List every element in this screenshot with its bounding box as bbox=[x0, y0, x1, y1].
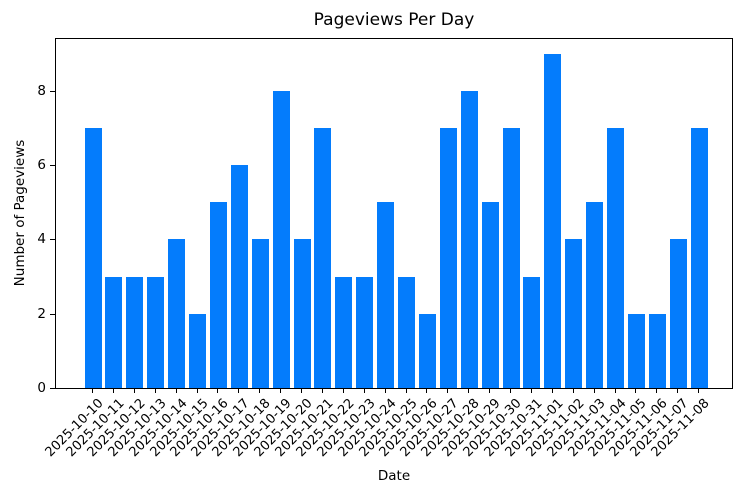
bar-2025-10-15 bbox=[189, 314, 206, 388]
bar-2025-11-05 bbox=[627, 314, 645, 388]
bar-2025-11-08 bbox=[690, 128, 708, 388]
bar-2025-10-24 bbox=[377, 202, 395, 388]
x-tick-mark bbox=[572, 389, 574, 393]
y-tick-label-8: 8 bbox=[37, 82, 46, 99]
bar-2025-10-13 bbox=[147, 277, 165, 388]
bar-2025-10-28 bbox=[460, 91, 478, 388]
x-tick-mark bbox=[280, 389, 282, 393]
x-tick-mark bbox=[593, 389, 595, 393]
chart-title: Pageviews Per Day bbox=[313, 10, 475, 30]
x-tick-mark bbox=[259, 389, 261, 393]
bar-2025-10-29 bbox=[481, 202, 499, 388]
y-tick-mark bbox=[50, 239, 55, 241]
x-tick-mark bbox=[321, 389, 323, 393]
bar-2025-11-04 bbox=[607, 128, 624, 388]
bar-2025-10-12 bbox=[126, 277, 144, 388]
x-tick-mark bbox=[510, 389, 511, 393]
bar-2025-11-06 bbox=[648, 314, 666, 388]
x-tick-mark bbox=[92, 389, 93, 393]
x-tick-mark bbox=[342, 389, 344, 393]
x-tick-mark bbox=[196, 389, 198, 393]
y-tick-label-2: 2 bbox=[37, 305, 46, 322]
y-tick-mark bbox=[50, 388, 55, 389]
x-tick-mark bbox=[217, 389, 219, 393]
x-tick-mark bbox=[489, 389, 491, 393]
bar-2025-10-27 bbox=[439, 128, 457, 388]
x-tick-mark bbox=[468, 389, 470, 393]
x-tick-mark bbox=[551, 389, 553, 393]
bar-2025-11-03 bbox=[586, 202, 604, 388]
bar-2025-10-14 bbox=[168, 239, 186, 388]
bar-2025-10-30 bbox=[502, 128, 520, 388]
bar-2025-10-22 bbox=[335, 277, 353, 388]
bar-2025-10-17 bbox=[230, 165, 248, 388]
bar-2025-10-23 bbox=[356, 277, 374, 388]
bar-2025-10-11 bbox=[105, 277, 123, 388]
x-tick-mark bbox=[614, 389, 616, 393]
x-tick-mark bbox=[112, 389, 114, 393]
x-tick-mark bbox=[238, 389, 240, 393]
x-tick-mark bbox=[363, 389, 365, 393]
plot-area bbox=[55, 38, 733, 389]
bar-2025-10-16 bbox=[209, 202, 227, 388]
x-tick-mark bbox=[656, 389, 658, 393]
x-tick-mark bbox=[301, 389, 302, 393]
y-axis-label: Number of Pageviews bbox=[12, 139, 28, 287]
bar-2025-10-20 bbox=[293, 239, 311, 388]
x-tick-mark bbox=[530, 389, 532, 393]
x-tick-mark bbox=[384, 389, 386, 393]
bar-2025-11-07 bbox=[669, 239, 687, 388]
bar-2025-10-21 bbox=[314, 128, 332, 388]
bar-2025-10-18 bbox=[251, 239, 269, 388]
bar-2025-11-02 bbox=[565, 239, 583, 388]
x-tick-mark bbox=[405, 389, 407, 393]
bar-2025-10-26 bbox=[418, 314, 436, 388]
x-tick-mark bbox=[154, 389, 156, 393]
bar-2025-10-31 bbox=[523, 277, 541, 388]
y-tick-label-6: 6 bbox=[37, 157, 46, 174]
y-tick-label-0: 0 bbox=[37, 380, 46, 396]
x-tick-mark bbox=[698, 389, 700, 393]
bar-2025-10-19 bbox=[272, 91, 290, 388]
x-tick-mark bbox=[133, 389, 135, 393]
x-tick-mark bbox=[175, 389, 177, 393]
bar-2025-10-25 bbox=[398, 277, 415, 388]
x-tick-mark bbox=[635, 389, 637, 393]
y-tick-mark bbox=[50, 90, 55, 92]
bar-2025-10-10 bbox=[84, 128, 102, 388]
x-tick-mark bbox=[677, 389, 679, 393]
x-tick-mark bbox=[426, 389, 428, 393]
x-axis-label: Date bbox=[377, 468, 411, 484]
y-tick-mark bbox=[50, 165, 55, 167]
bar-2025-11-01 bbox=[544, 54, 562, 388]
y-tick-mark bbox=[50, 313, 55, 315]
x-tick-mark bbox=[447, 389, 449, 393]
y-tick-label-4: 4 bbox=[37, 231, 46, 248]
